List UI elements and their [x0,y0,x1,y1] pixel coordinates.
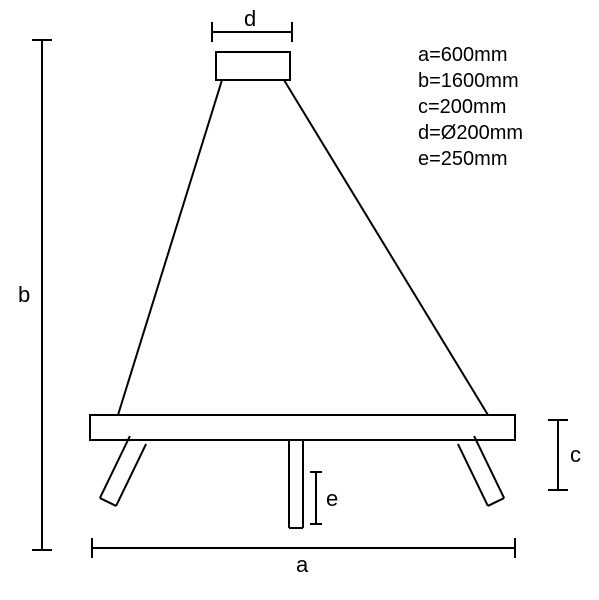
spec-line: b=1600mm [418,70,519,93]
label-e: e [326,486,338,512]
label-c: c [570,442,581,468]
diagram-stage: d b c e a a=600mm b=1600mm c=200mm d=Ø200mm… [0,0,599,600]
label-b: b [18,282,30,308]
spec-line: a=600mm [418,44,508,67]
spec-line: c=200mm [418,96,506,119]
spec-line: d=Ø200mm [418,122,523,145]
label-d: d [244,6,256,32]
spec-line: e=250mm [418,148,508,171]
label-a: a [296,552,308,578]
